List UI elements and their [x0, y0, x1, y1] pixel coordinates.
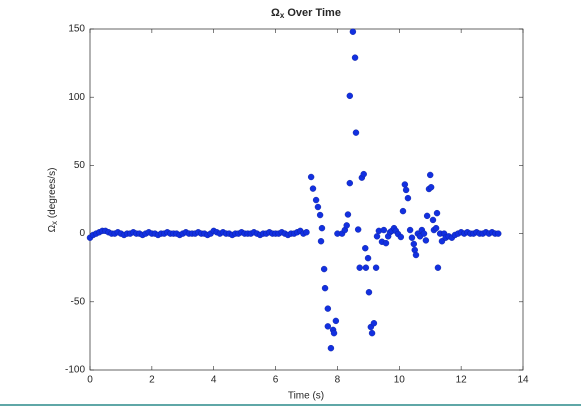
- data-point: [427, 171, 434, 179]
- chart-title: Ωx Over Time: [271, 7, 341, 20]
- x-tick-label: 14: [517, 375, 529, 386]
- data-point: [318, 224, 326, 232]
- data-point: [351, 54, 359, 61]
- data-point: [314, 203, 322, 211]
- data-point: [372, 264, 380, 271]
- x-tick-label: 2: [149, 375, 155, 386]
- data-point: [429, 216, 437, 224]
- data-point: [406, 226, 414, 234]
- data-point: [320, 265, 328, 273]
- data-point: [402, 186, 410, 194]
- data-point: [495, 230, 502, 237]
- data-point: [312, 196, 320, 204]
- data-point: [432, 224, 440, 232]
- data-point: [365, 289, 373, 296]
- data-point: [382, 239, 390, 247]
- y-axis-label: Ωx (degrees/s): [47, 168, 59, 233]
- data-point: [316, 211, 324, 219]
- data-point: [420, 230, 428, 237]
- data-point: [346, 92, 353, 100]
- data-point: [307, 173, 315, 181]
- x-tick-label: 10: [394, 375, 406, 386]
- data-point: [324, 323, 332, 330]
- x-axis-label: Time (s): [288, 391, 324, 402]
- x-tick-label: 8: [335, 375, 341, 386]
- data-point: [401, 181, 409, 188]
- title-subscript: x: [280, 11, 285, 20]
- y-tick-label: 150: [68, 24, 85, 35]
- data-point: [330, 329, 338, 337]
- ylabel-text: (degrees/s): [47, 168, 58, 221]
- data-point: [404, 194, 412, 202]
- y-tick-label: 50: [74, 160, 86, 171]
- data-point: [362, 244, 369, 252]
- y-tick-label: 100: [68, 92, 85, 103]
- data-point: [427, 184, 435, 191]
- data-point: [344, 211, 352, 218]
- data-point: [352, 129, 360, 136]
- data-point: [332, 317, 340, 325]
- data-point: [317, 238, 325, 245]
- data-point: [412, 251, 420, 259]
- data-point: [309, 185, 317, 192]
- data-point: [370, 320, 378, 327]
- y-tick-label: -100: [65, 365, 85, 376]
- data-point: [364, 254, 372, 262]
- title-symbol: Ω: [271, 7, 280, 19]
- x-tick-label: 12: [456, 375, 468, 386]
- data-point: [380, 226, 388, 234]
- data-point: [321, 284, 329, 292]
- y-tick-label: 0: [79, 228, 85, 239]
- axes-box: [89, 28, 524, 371]
- data-point: [368, 329, 376, 337]
- x-tick-label: 6: [273, 375, 279, 386]
- data-point: [433, 209, 441, 217]
- data-point: [362, 264, 370, 271]
- data-point: [360, 170, 367, 178]
- data-point: [327, 344, 335, 352]
- data-point: [356, 264, 363, 271]
- data-point: [349, 28, 357, 35]
- data-point: [343, 222, 350, 229]
- data-point: [408, 234, 416, 241]
- data-point: [397, 233, 405, 241]
- data-point: [354, 226, 362, 233]
- ylabel-subscript: x: [50, 221, 59, 225]
- ylabel-symbol: Ω: [47, 224, 58, 232]
- data-point: [399, 207, 407, 215]
- data-point: [324, 305, 332, 312]
- data-point: [422, 237, 430, 244]
- x-tick-label: 4: [211, 375, 217, 386]
- y-tick-label: -50: [71, 296, 86, 307]
- data-point: [303, 229, 310, 236]
- x-tick-label: 0: [87, 375, 93, 386]
- data-point: [434, 264, 442, 271]
- data-point: [423, 212, 431, 220]
- data-point: [373, 233, 381, 240]
- data-point: [346, 179, 353, 187]
- data-point: [410, 240, 418, 248]
- title-text: Over Time: [284, 7, 341, 19]
